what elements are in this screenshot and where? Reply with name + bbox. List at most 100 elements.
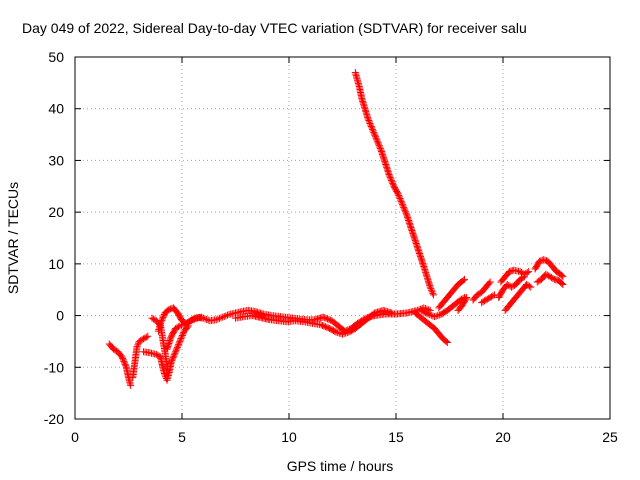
data-point bbox=[222, 312, 230, 320]
data-point bbox=[516, 268, 524, 276]
data-point bbox=[488, 293, 496, 301]
data-point bbox=[399, 202, 407, 210]
data-point bbox=[368, 125, 376, 133]
data-point bbox=[175, 339, 183, 347]
data-point bbox=[523, 281, 531, 289]
data-point bbox=[527, 283, 535, 291]
data-point bbox=[554, 268, 562, 276]
plot-frame bbox=[74, 56, 611, 420]
data-point bbox=[324, 315, 332, 323]
data-point bbox=[401, 208, 409, 216]
data-point bbox=[460, 275, 468, 283]
data-point bbox=[482, 296, 490, 304]
data-point bbox=[443, 338, 451, 346]
data-point bbox=[505, 268, 513, 276]
data-point bbox=[486, 278, 494, 286]
data-point bbox=[459, 276, 467, 284]
data-point bbox=[212, 316, 220, 324]
data-point bbox=[174, 323, 182, 331]
data-point bbox=[553, 268, 560, 276]
axis-ticks: 0 5 10 15 20 25 -20 -10 0 10 20 30 40 50 bbox=[44, 49, 618, 445]
data-point bbox=[426, 306, 434, 314]
data-point bbox=[320, 322, 328, 330]
y-tick-label: -10 bbox=[44, 359, 64, 375]
data-point bbox=[473, 291, 481, 299]
data-point bbox=[169, 355, 177, 363]
y-tick-label: 10 bbox=[48, 256, 64, 272]
data-point bbox=[319, 321, 327, 329]
data-point bbox=[111, 346, 119, 354]
data-point bbox=[177, 321, 185, 329]
data-point bbox=[540, 256, 548, 264]
data-point bbox=[548, 274, 556, 282]
data-point bbox=[144, 332, 152, 340]
data-point bbox=[148, 314, 156, 322]
data-point bbox=[402, 209, 410, 217]
series-arc-k bbox=[435, 275, 468, 312]
data-point bbox=[508, 283, 516, 291]
data-point bbox=[170, 351, 178, 359]
data-point bbox=[387, 175, 395, 183]
data-point bbox=[370, 128, 378, 136]
data-point bbox=[542, 270, 550, 278]
data-point bbox=[319, 313, 327, 321]
data-point bbox=[135, 337, 143, 345]
data-point bbox=[428, 286, 436, 294]
data-point bbox=[525, 268, 533, 276]
data-point bbox=[369, 127, 377, 135]
data-point bbox=[177, 334, 185, 342]
data-point bbox=[173, 324, 181, 332]
data-point bbox=[119, 356, 127, 364]
data-point bbox=[168, 357, 176, 365]
data-point bbox=[178, 332, 186, 340]
data-point bbox=[543, 271, 551, 279]
data-point bbox=[203, 315, 211, 323]
data-point bbox=[388, 178, 396, 186]
data-point bbox=[485, 294, 493, 302]
data-point bbox=[374, 139, 382, 147]
data-point bbox=[389, 179, 397, 187]
data-point bbox=[486, 293, 494, 301]
data-point bbox=[181, 320, 189, 328]
data-point bbox=[190, 315, 198, 323]
data-point bbox=[395, 192, 403, 200]
series-arc-s bbox=[533, 270, 567, 289]
data-point bbox=[371, 131, 379, 139]
data-point bbox=[462, 295, 470, 303]
data-point bbox=[394, 190, 402, 198]
data-point bbox=[366, 119, 374, 127]
data-point bbox=[323, 323, 331, 331]
data-point bbox=[429, 291, 437, 299]
data-point bbox=[164, 366, 172, 374]
data-point bbox=[215, 314, 223, 322]
data-point bbox=[322, 314, 330, 322]
data-point bbox=[370, 130, 378, 138]
data-point bbox=[158, 315, 166, 323]
data-point bbox=[397, 196, 405, 204]
data-point bbox=[541, 256, 549, 264]
data-point bbox=[176, 337, 184, 345]
data-point bbox=[376, 145, 384, 153]
data-point bbox=[522, 269, 530, 277]
data-point bbox=[343, 329, 351, 337]
data-point bbox=[120, 357, 128, 365]
data-point bbox=[134, 341, 142, 349]
data-marks bbox=[105, 69, 567, 389]
data-point bbox=[524, 281, 532, 289]
series-arc-o bbox=[497, 266, 533, 286]
data-point bbox=[334, 329, 342, 337]
series-arc-m bbox=[469, 278, 494, 304]
data-point bbox=[523, 268, 531, 276]
data-point bbox=[160, 312, 168, 320]
data-point bbox=[174, 342, 182, 350]
data-point bbox=[483, 295, 491, 303]
data-point bbox=[137, 337, 145, 345]
data-point bbox=[520, 273, 528, 281]
data-point bbox=[159, 313, 167, 321]
data-point bbox=[171, 349, 179, 357]
series-arc-j bbox=[418, 293, 468, 321]
data-point bbox=[398, 200, 406, 208]
y-tick-label: 30 bbox=[48, 152, 64, 168]
data-point bbox=[179, 330, 187, 338]
data-point bbox=[189, 316, 197, 324]
